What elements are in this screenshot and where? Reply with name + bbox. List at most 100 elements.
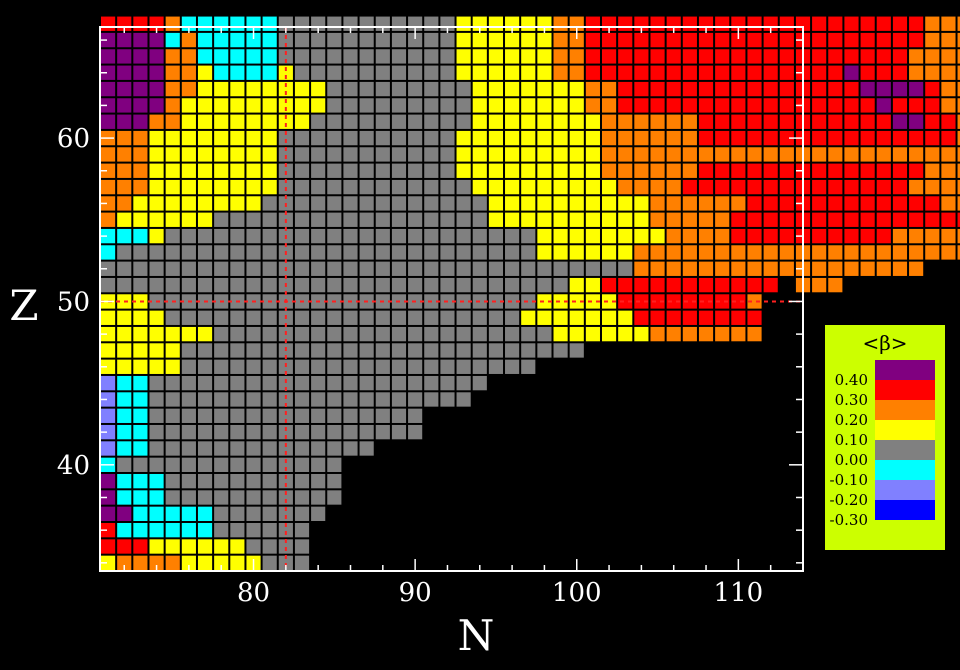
heatmap-cell <box>214 212 229 227</box>
heatmap-cell <box>133 228 148 244</box>
heatmap-cell <box>682 147 697 162</box>
heatmap-cell <box>391 32 407 48</box>
heatmap-cell <box>149 326 164 342</box>
heatmap-cell <box>553 49 568 64</box>
heatmap-cell <box>294 408 310 423</box>
heatmap-cell <box>844 16 859 31</box>
heatmap-cell <box>812 179 827 195</box>
heatmap-cell <box>101 310 116 325</box>
heatmap-cell <box>294 277 310 293</box>
heatmap-cell <box>181 163 196 178</box>
heatmap-cell <box>472 147 487 162</box>
heatmap-cell <box>698 277 714 293</box>
heatmap-cell <box>214 114 229 129</box>
heatmap-cell <box>262 392 277 407</box>
heatmap-cell <box>585 196 600 211</box>
heatmap-cell <box>925 32 940 48</box>
heatmap-cell <box>844 261 859 276</box>
heatmap-cell <box>359 163 374 178</box>
heatmap-cell <box>197 457 213 472</box>
heatmap-cell <box>521 310 536 325</box>
heatmap-cell <box>424 32 439 48</box>
heatmap-cell <box>375 261 390 276</box>
heatmap-cell <box>698 65 714 80</box>
heatmap-cell <box>456 261 471 276</box>
heatmap-cell <box>262 228 277 244</box>
heatmap-cell <box>391 228 407 244</box>
heatmap-cell <box>230 163 245 178</box>
heatmap-cell <box>230 212 245 227</box>
axis-tick-labels: 80 90 100 110 40 50 60 <box>57 124 763 608</box>
heatmap-cell <box>359 343 374 358</box>
heatmap-cell <box>488 245 504 260</box>
heatmap-cell <box>391 81 407 97</box>
heatmap-cell <box>327 16 342 31</box>
heatmap-cell <box>585 49 600 64</box>
heatmap-cell <box>440 179 455 195</box>
heatmap-cell <box>197 359 213 374</box>
heatmap-cell <box>165 163 180 178</box>
heatmap-cell <box>165 65 180 80</box>
heatmap-cell <box>488 147 504 162</box>
heatmap-cell <box>618 163 633 178</box>
heatmap-cell <box>278 49 293 64</box>
heatmap-cell <box>408 49 423 64</box>
heatmap-cell <box>101 49 116 64</box>
heatmap-cell <box>957 81 960 97</box>
heatmap-cell <box>456 245 471 260</box>
heatmap-cell <box>343 147 358 162</box>
heatmap-cell <box>294 392 310 407</box>
heatmap-cell <box>133 555 148 570</box>
heatmap-cell <box>601 32 617 48</box>
heatmap-cell <box>747 98 762 113</box>
heatmap-cell <box>181 392 196 407</box>
heatmap-cell <box>181 245 196 260</box>
heatmap-cell <box>359 392 374 407</box>
heatmap-cell <box>747 245 762 260</box>
heatmap-cell <box>230 310 245 325</box>
heatmap-cell <box>197 130 213 146</box>
heatmap-cell <box>230 130 245 146</box>
heatmap-cell <box>488 114 504 129</box>
heatmap-cell <box>133 98 148 113</box>
heatmap-cell <box>311 147 326 162</box>
heatmap-cell <box>553 65 568 80</box>
heatmap-cell <box>375 49 390 64</box>
heatmap-cell <box>909 196 924 211</box>
heatmap-cell <box>569 245 584 260</box>
heatmap-cell <box>553 212 568 227</box>
heatmap-cell <box>327 441 342 456</box>
heatmap-cell <box>230 16 245 31</box>
heatmap-cell <box>343 375 358 391</box>
heatmap-cell <box>311 359 326 374</box>
heatmap-cell <box>682 32 697 48</box>
heatmap-cell <box>634 32 649 48</box>
heatmap-cell <box>650 16 665 31</box>
heatmap-cell <box>197 343 213 358</box>
heatmap-cell <box>521 147 536 162</box>
heatmap-cell <box>343 163 358 178</box>
heatmap-cell <box>181 277 196 293</box>
heatmap-cell <box>101 277 116 293</box>
heatmap-cell <box>601 179 617 195</box>
heatmap-cell <box>133 179 148 195</box>
heatmap-cell <box>359 424 374 440</box>
heatmap-cell <box>634 98 649 113</box>
heatmap-cell <box>197 196 213 211</box>
heatmap-cell <box>779 49 794 64</box>
heatmap-cell <box>860 49 875 64</box>
heatmap-cell <box>941 16 956 31</box>
heatmap-cell <box>214 81 229 97</box>
heatmap-cell <box>391 16 407 31</box>
heatmap-cell <box>440 163 455 178</box>
heatmap-cell <box>569 147 584 162</box>
heatmap-cell <box>294 310 310 325</box>
heatmap-cell <box>311 506 326 521</box>
heatmap-cell <box>133 147 148 162</box>
heatmap-cell <box>246 163 261 178</box>
heatmap-cell <box>569 81 584 97</box>
heatmap-cell <box>553 310 568 325</box>
heatmap-cell <box>488 359 504 374</box>
heatmap-cell <box>359 228 374 244</box>
heatmap-cell <box>101 261 116 276</box>
